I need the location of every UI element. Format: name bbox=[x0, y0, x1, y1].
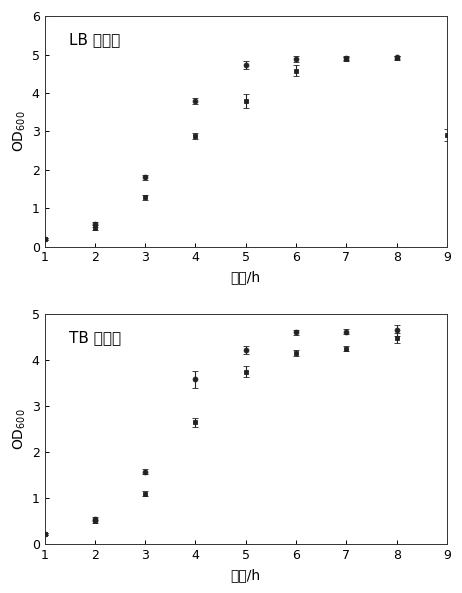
Y-axis label: OD$_{600}$: OD$_{600}$ bbox=[11, 110, 28, 152]
X-axis label: 时间/h: 时间/h bbox=[231, 270, 261, 284]
X-axis label: 时间/h: 时间/h bbox=[231, 568, 261, 582]
Y-axis label: OD$_{600}$: OD$_{600}$ bbox=[11, 409, 28, 450]
Text: TB 培养基: TB 培养基 bbox=[69, 330, 121, 345]
Text: LB 培养基: LB 培养基 bbox=[69, 32, 120, 47]
